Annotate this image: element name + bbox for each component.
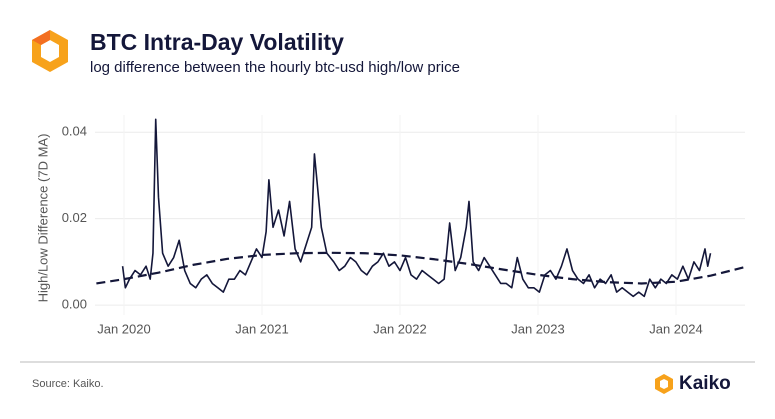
brand-logo	[655, 374, 673, 394]
y-tick-label: 0.02	[62, 210, 87, 225]
trend-line	[96, 251, 746, 285]
chart-subtitle: log difference between the hourly btc-us…	[90, 59, 460, 76]
x-tick-label: Jan 2022	[373, 321, 427, 336]
brand-name: Kaiko	[679, 373, 731, 394]
series-line	[121, 118, 712, 298]
x-tick-label: Jan 2020	[97, 321, 151, 336]
logo	[32, 30, 68, 72]
source: Source: Kaiko.	[32, 378, 104, 390]
y-tick-label: 0.00	[62, 297, 87, 312]
y-tick-label: 0.04	[62, 124, 87, 139]
x-tick-label: Jan 2023	[511, 321, 565, 336]
x-tick-label: Jan 2021	[235, 321, 289, 336]
y-axis-label: High/Low Difference (7D MA)	[35, 134, 50, 303]
chart-title: BTC Intra-Day Volatility	[90, 29, 344, 55]
x-tick-label: Jan 2024	[649, 321, 703, 336]
